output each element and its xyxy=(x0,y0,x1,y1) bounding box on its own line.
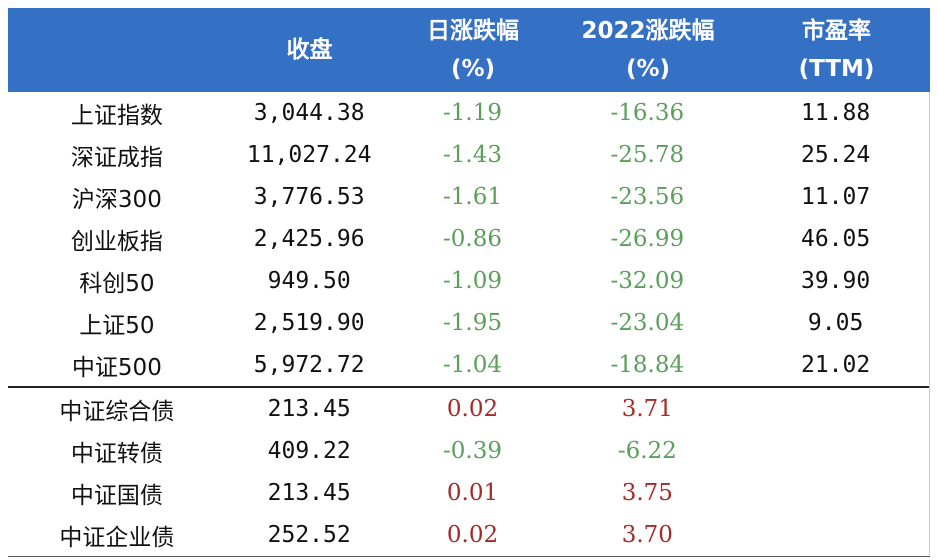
table-row: 中证综合债 213.45 0.02 3.71 xyxy=(8,388,929,430)
header-close-label: 收盘 xyxy=(286,37,333,63)
day-change-value: -1.61 xyxy=(443,184,502,210)
header-ytd-change-line2: (%) xyxy=(625,56,671,82)
day-change-value: -1.43 xyxy=(443,142,502,168)
day-change-value: -1.09 xyxy=(443,268,502,294)
table-row: 沪深300 3,776.53 -1.61 -23.56 11.07 xyxy=(8,176,929,218)
table-body: 上证指数 3,044.38 -1.19 -16.36 11.88 深证成指 11… xyxy=(8,92,930,556)
index-name: 沪深300 xyxy=(71,187,162,213)
ytd-change-value: -26.99 xyxy=(610,226,685,252)
table-bottom-border xyxy=(8,556,930,557)
ytd-change-value: 3.71 xyxy=(621,396,673,422)
index-name: 深证成指 xyxy=(70,145,163,171)
ytd-change-value: -18.84 xyxy=(610,352,685,378)
ytd-change-value: -32.09 xyxy=(610,268,685,294)
pe-value-empty xyxy=(742,472,929,514)
index-name: 中证综合债 xyxy=(59,399,175,425)
pe-value: 39.90 xyxy=(800,268,871,294)
header-pe: 市盈率 (TTM) xyxy=(743,8,930,92)
index-name: 上证50 xyxy=(79,313,155,339)
day-change-value: 0.02 xyxy=(446,396,499,422)
header-day-change-line2: (%) xyxy=(450,56,496,82)
close-value: 2,519.90 xyxy=(253,310,365,336)
ytd-change-value: 3.75 xyxy=(621,480,673,506)
pe-value: 9.05 xyxy=(807,310,864,336)
index-name: 中证国债 xyxy=(70,483,163,509)
index-name: 上证指数 xyxy=(70,103,163,129)
close-value: 5,972.72 xyxy=(253,352,365,378)
table-row: 中证国债 213.45 0.01 3.75 xyxy=(8,472,929,514)
header-pe-line1: 市盈率 xyxy=(802,18,871,44)
index-name: 科创50 xyxy=(79,271,155,297)
header-ytd-change: 2022涨跌幅 (%) xyxy=(553,8,743,92)
pe-value: 11.88 xyxy=(800,100,871,126)
market-table: 收盘 日涨跌幅 (%) 2022涨跌幅 (%) 市盈率 (TTM) 上证指数 3… xyxy=(8,8,930,557)
header-day-change-line1: 日涨跌幅 xyxy=(427,18,519,44)
close-value: 3,776.53 xyxy=(253,184,365,210)
close-value: 3,044.38 xyxy=(253,100,365,126)
section-divider xyxy=(8,386,929,388)
header-pe-line2: (TTM) xyxy=(798,56,875,82)
table-row: 深证成指 11,027.24 -1.43 -25.78 25.24 xyxy=(8,134,929,176)
header-name xyxy=(8,8,226,92)
close-value: 409.22 xyxy=(267,438,351,464)
index-name: 中证企业债 xyxy=(59,525,175,551)
ytd-change-value: -16.36 xyxy=(610,100,685,126)
day-change-value: -1.95 xyxy=(443,310,502,336)
day-change-value: -1.04 xyxy=(443,352,502,378)
close-value: 11,027.24 xyxy=(246,142,372,168)
table-row: 中证500 5,972.72 -1.04 -18.84 21.02 xyxy=(8,344,929,386)
pe-value: 46.05 xyxy=(800,226,871,252)
close-value: 949.50 xyxy=(267,268,351,294)
header-day-change: 日涨跌幅 (%) xyxy=(393,8,553,92)
table-row: 中证企业债 252.52 0.02 3.70 xyxy=(8,514,929,556)
index-name: 中证500 xyxy=(71,355,162,381)
day-change-value: 0.02 xyxy=(446,522,499,548)
pe-value-empty xyxy=(742,514,929,556)
close-value: 252.52 xyxy=(267,522,351,548)
table-row: 科创50 949.50 -1.09 -32.09 39.90 xyxy=(8,260,929,302)
table-row: 创业板指 2,425.96 -0.86 -26.99 46.05 xyxy=(8,218,929,260)
pe-value: 21.02 xyxy=(800,352,871,378)
table-header: 收盘 日涨跌幅 (%) 2022涨跌幅 (%) 市盈率 (TTM) xyxy=(8,8,930,92)
day-change-value: -0.86 xyxy=(443,226,502,252)
table-row: 上证指数 3,044.38 -1.19 -16.36 11.88 xyxy=(8,92,929,134)
table-row: 上证50 2,519.90 -1.95 -23.04 9.05 xyxy=(8,302,929,344)
ytd-change-value: -6.22 xyxy=(617,438,677,464)
day-change-value: 0.01 xyxy=(446,480,499,506)
pe-value: 11.07 xyxy=(800,184,871,210)
close-value: 2,425.96 xyxy=(253,226,365,252)
index-name: 创业板指 xyxy=(70,229,163,255)
ytd-change-value: -25.78 xyxy=(610,142,685,168)
day-change-value: -0.39 xyxy=(443,438,502,464)
pe-value: 25.24 xyxy=(800,142,871,168)
header-ytd-change-line1: 2022涨跌幅 xyxy=(581,18,715,44)
index-name: 中证转债 xyxy=(70,441,163,467)
day-change-value: -1.19 xyxy=(443,100,502,126)
ytd-change-value: -23.56 xyxy=(610,184,685,210)
header-close: 收盘 xyxy=(226,8,393,92)
ytd-change-value: -23.04 xyxy=(610,310,685,336)
pe-value-empty xyxy=(742,430,929,472)
ytd-change-value: 3.70 xyxy=(621,522,673,548)
close-value: 213.45 xyxy=(267,480,351,506)
close-value: 213.45 xyxy=(267,396,351,422)
table-row: 中证转债 409.22 -0.39 -6.22 xyxy=(8,430,929,472)
pe-value-empty xyxy=(742,388,929,430)
